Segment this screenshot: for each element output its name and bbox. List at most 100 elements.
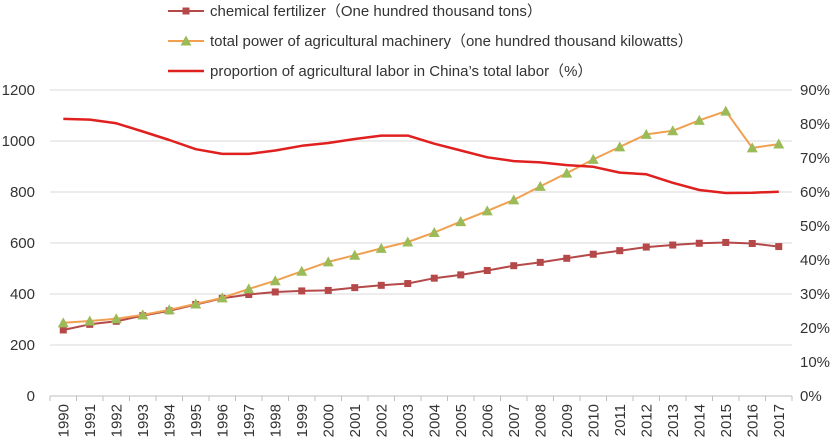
data-point-fertilizer xyxy=(271,288,279,296)
series-line-3 xyxy=(63,117,779,195)
data-point-fertilizer xyxy=(775,243,783,251)
data-point-machinery xyxy=(57,317,69,328)
data-point-machinery xyxy=(455,216,467,227)
right-axis-tick-label: 20% xyxy=(800,320,830,337)
data-point-fertilizer xyxy=(616,247,624,255)
data-point-fertilizer xyxy=(536,258,544,266)
right-axis-tick-label: 70% xyxy=(800,150,830,167)
x-axis-tick-label: 1999 xyxy=(294,404,311,437)
data-point-fertilizer xyxy=(589,250,597,258)
series-lines xyxy=(57,105,785,334)
legend-label: total power of agricultural machinery（on… xyxy=(210,33,693,50)
data-point-machinery xyxy=(428,227,440,238)
series-line-2 xyxy=(63,110,779,324)
x-axis-tick-label: 2008 xyxy=(532,404,549,437)
data-point-machinery xyxy=(640,128,652,139)
x-axis-tick-label: 2007 xyxy=(506,404,523,437)
data-point-fertilizer xyxy=(245,291,253,299)
left-axis-tick-label: 600 xyxy=(10,235,35,252)
left-axis-tick-label: 400 xyxy=(10,286,35,303)
right-axis-tick-label: 50% xyxy=(800,218,830,235)
data-point-fertilizer xyxy=(510,262,518,270)
x-axis-tick-label: 1990 xyxy=(55,404,72,437)
left-axis-tick-label: 200 xyxy=(10,337,35,354)
x-axis-tick-label: 2011 xyxy=(612,404,629,436)
x-axis-tick-label: 1991 xyxy=(82,404,99,437)
left-axis-tick-label: 1000 xyxy=(2,133,35,150)
x-axis-tick-label: 1992 xyxy=(108,404,125,437)
data-point-fertilizer xyxy=(59,326,67,334)
data-point-fertilizer xyxy=(457,271,465,279)
right-axis-tick-label: 0% xyxy=(800,388,822,405)
data-point-fertilizer xyxy=(404,280,412,288)
legend-marker-square xyxy=(182,7,190,15)
data-point-machinery xyxy=(720,105,732,116)
data-point-machinery xyxy=(216,292,228,303)
data-point-fertilizer xyxy=(722,238,730,246)
left-axis-tick-label: 800 xyxy=(10,184,35,201)
right-axis-tick-label: 90% xyxy=(800,82,830,99)
right-axis-tick-label: 60% xyxy=(800,184,830,201)
data-point-machinery xyxy=(587,153,599,164)
data-point-machinery xyxy=(561,167,573,178)
data-point-machinery xyxy=(163,304,175,315)
x-axis-tick-label: 1996 xyxy=(214,404,231,437)
right-axis-tick-label: 40% xyxy=(800,252,830,269)
data-point-machinery xyxy=(773,138,785,149)
x-axis-tick-label: 2006 xyxy=(479,404,496,437)
data-point-fertilizer xyxy=(298,287,306,295)
legend-label: chemical fertilizer（One hundred thousand… xyxy=(210,3,542,20)
data-point-machinery xyxy=(402,236,414,247)
right-axis-tick-label: 10% xyxy=(800,354,830,371)
data-point-fertilizer xyxy=(351,284,359,292)
data-point-machinery xyxy=(190,298,202,309)
x-axis-tick-label: 1997 xyxy=(241,404,258,437)
data-point-machinery xyxy=(693,114,705,125)
x-axis-tick-label: 2012 xyxy=(638,404,655,437)
right-axis-tick-label: 80% xyxy=(800,116,830,133)
x-axis-tick-label: 2015 xyxy=(718,404,735,437)
data-point-machinery xyxy=(110,313,122,324)
x-axis-tick-label: 2000 xyxy=(320,404,337,437)
x-axis-tick-label: 2009 xyxy=(559,404,576,437)
x-axis-tick-label: 2013 xyxy=(665,404,682,437)
data-point-machinery xyxy=(296,265,308,276)
data-point-fertilizer xyxy=(483,267,491,275)
x-axis-tick-label: 1994 xyxy=(161,404,178,437)
legend-label: proportion of agricultural labor in Chin… xyxy=(210,63,592,80)
data-point-fertilizer xyxy=(642,243,650,251)
x-axis-tick-label: 1995 xyxy=(188,404,205,437)
data-point-fertilizer xyxy=(430,274,438,282)
data-point-machinery xyxy=(84,315,96,326)
data-point-fertilizer xyxy=(669,241,677,249)
x-axis-tick-label: 2004 xyxy=(426,404,443,437)
data-point-machinery xyxy=(508,194,520,205)
data-point-machinery xyxy=(349,249,361,260)
x-axis-tick-label: 2003 xyxy=(400,404,417,437)
data-point-machinery xyxy=(481,205,493,216)
left-axis-tick-label: 0 xyxy=(27,388,35,405)
axes: 0 200 400 600 800 1000 1200 0% 10% 20% 30% 40% 50% 60… xyxy=(2,82,830,437)
x-axis-tick-label: 1998 xyxy=(267,404,284,437)
x-axis-tick-label: 2010 xyxy=(585,404,602,437)
data-point-machinery xyxy=(243,283,255,294)
data-point-machinery xyxy=(667,125,679,136)
data-point-machinery xyxy=(614,141,626,152)
x-axis-tick-label: 2001 xyxy=(347,404,364,437)
series-line-1 xyxy=(63,241,779,331)
data-point-machinery xyxy=(137,309,149,320)
data-point-fertilizer xyxy=(377,281,385,289)
x-axis-tick-label: 1993 xyxy=(135,404,152,437)
legend-marker-triangle xyxy=(180,35,192,46)
data-point-machinery xyxy=(746,142,758,153)
legend: chemical fertilizer（One hundred thousand… xyxy=(168,3,693,80)
x-axis-tick-label: 2002 xyxy=(373,404,390,437)
x-axis-tick-label: 2005 xyxy=(453,404,470,437)
x-axis-tick-label: 2014 xyxy=(691,404,708,437)
data-point-fertilizer xyxy=(748,240,756,248)
data-point-fertilizer xyxy=(563,254,571,262)
data-point-machinery xyxy=(534,180,546,191)
data-point-fertilizer xyxy=(324,286,332,294)
